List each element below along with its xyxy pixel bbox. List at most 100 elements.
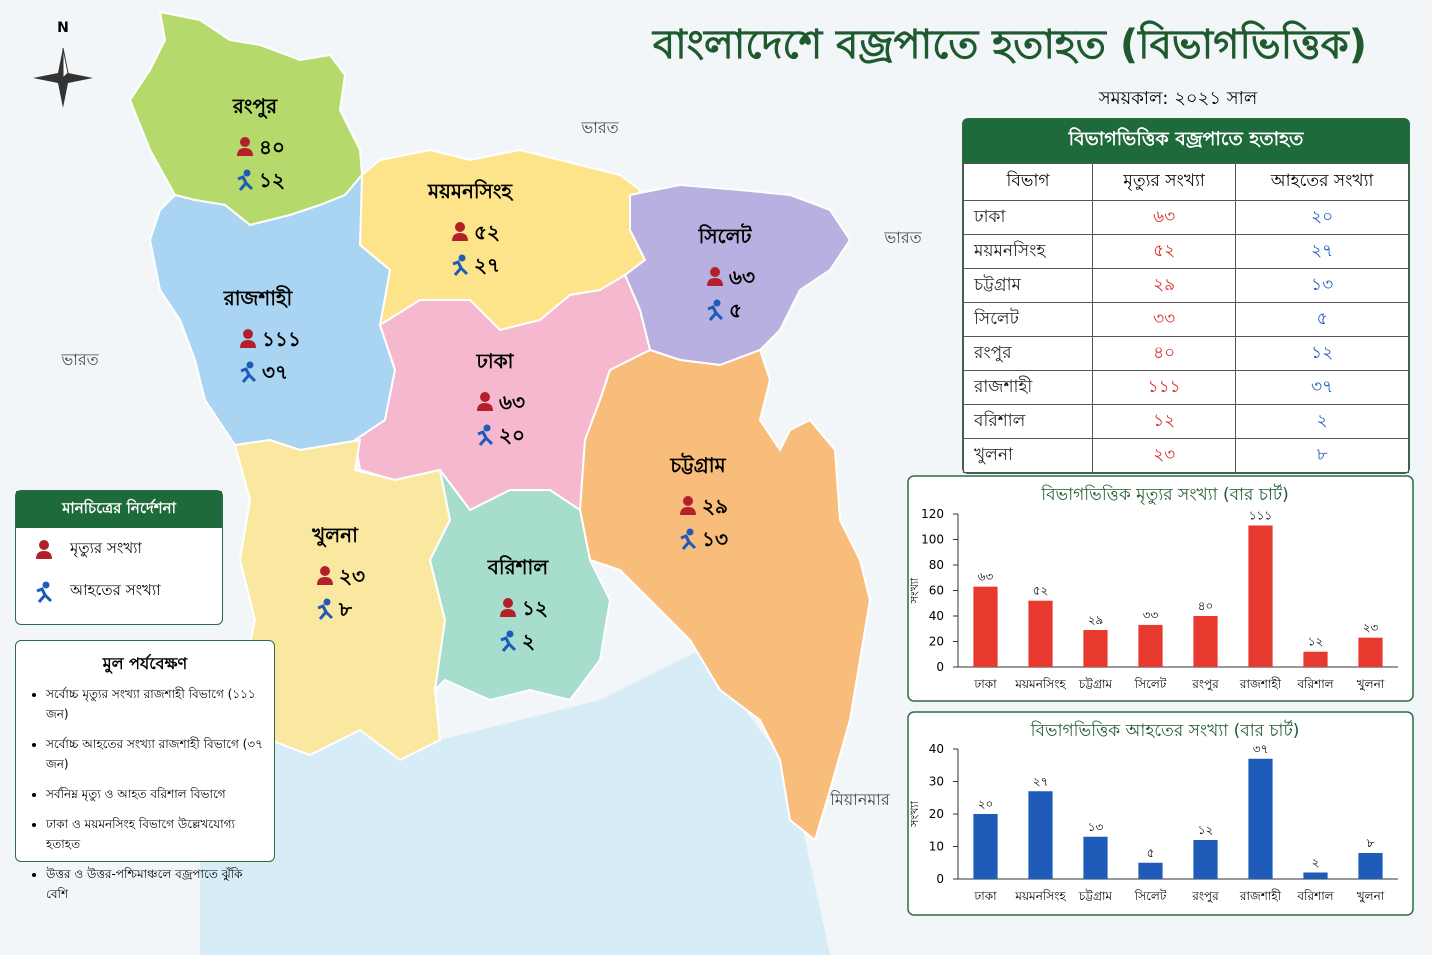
table-cell: ২ [1235,404,1409,439]
map [128,10,872,842]
bar [1083,836,1108,879]
table-cell: ঢাকা [962,200,1094,235]
y-tick-label: 0 [936,660,944,674]
y-tick-label: 10 [929,840,944,854]
table-cell: ৬৩ [1092,200,1237,235]
value-label: ৬৩ [978,570,994,584]
table-cell: ৫২ [1092,234,1237,269]
table-row: চট্টগ্রাম ২৯ ১৩ [962,268,1409,303]
injury-icon [246,361,254,369]
y-tick-label: 40 [929,742,944,756]
death-icon [477,403,493,411]
x-tick-label: ময়মনসিংহ [1014,889,1066,903]
compass [33,47,93,108]
bar [1028,791,1053,879]
injury-icon [40,588,53,603]
table-cell: ৩৭ [1235,370,1409,405]
observation-item: সর্বোচ্চ মৃত্যুর সংখ্যা রাজশাহী বিভাগে (… [46,684,266,724]
region-name: ঢাকা [476,349,515,373]
region-name: রাজশাহী [223,285,294,310]
region-deaths: ২৩ [339,564,365,588]
y-tick-label: 100 [921,533,944,547]
death-icon [710,267,720,277]
region-injuries: ২০ [499,423,525,447]
value-label: ৪০ [1198,599,1214,613]
legend-label: আহতের সংখ্যা [70,580,161,599]
value-label: ১২ [1198,823,1214,837]
table-header: বিভাগ মৃত্যুর সংখ্যা আহতের সংখ্যা [962,163,1409,201]
header-cell: মৃত্যুর সংখ্যা [1092,163,1237,201]
y-tick-label: 30 [929,775,944,789]
table-cell: ১৩ [1235,268,1409,303]
table-cell: সিলেট [962,302,1094,337]
neighbor-label: মিয়ানমার [829,790,891,809]
value-label: ২০ [978,797,994,811]
observation-item: সর্বোচ্চ আহতের সংখ্যা রাজশাহী বিভাগে (৩৭… [46,734,266,774]
table-title: বিভাগভিত্তিক বজ্রপাতে হতাহত [963,119,1409,163]
injury-icon [504,637,517,652]
table-cell: রংপুর [962,336,1094,371]
value-label: ৫২ [1033,584,1049,598]
region-injuries: ৩৭ [262,360,288,384]
region-injuries: ১২ [259,168,285,192]
injury-icon [458,254,466,262]
region-name: খুলনা [311,523,359,548]
value-label: ৮ [1367,836,1375,850]
x-tick-label: খুলনা [1357,677,1385,692]
death-icon [320,566,330,576]
x-tick-label: ঢাকা [973,889,997,903]
region-name: রংপুর [232,94,278,119]
injury-icon [323,598,331,606]
bar [1138,862,1163,879]
region-name: চট্টগ্রাম [669,452,726,477]
legend: মানচিত্রের নির্দেশনা মৃত্যুর সংখ্যা আহতের… [15,490,223,625]
y-tick-label: 0 [936,872,944,886]
x-tick-label: রংপুর [1191,889,1219,904]
region-injuries: ২ [522,629,535,653]
death-icon [243,329,253,339]
x-tick-label: বরিশাল [1296,889,1334,903]
region-injuries: ২৭ [474,253,500,277]
observation-item: ঢাকা ও ময়মনসিংহ বিভাগে উল্লেখযোগ্য হতাহ… [46,814,266,854]
region-deaths: ১১১ [262,327,301,351]
table: বিভাগ মৃত্যুর সংখ্যা আহতের সংখ্যা ঢাকা ৬৩ ২০ ম… [962,163,1409,473]
table-row: ঢাকা ৬৩ ২০ [962,200,1409,235]
bar [1248,525,1273,667]
value-label: ১৩ [1088,820,1104,834]
chart-title: বিভাগভিত্তিক মৃত্যুর সংখ্যা (বার চার্ট) [1040,484,1289,505]
injury-icon [506,630,514,638]
table-row: সিলেট ৩৩ ৫ [962,302,1409,337]
chart-title: বিভাগভিত্তিক আহতের সংখ্যা (বার চার্ট) [1030,720,1300,741]
table-cell: ১২ [1235,336,1409,371]
table-cell: ২৩ [1092,438,1237,473]
x-tick-label: ময়মনসিংহ [1014,677,1066,691]
y-tick-label: 40 [929,609,944,623]
bar [1193,616,1218,667]
header-cell: বিভাগ [962,163,1094,201]
bar [1028,600,1053,667]
neighbor-label: ভারত [60,350,99,369]
y-axis-label: সংখ্যা [908,577,921,604]
death-icon [500,609,516,617]
table-row: রংপুর ৪০ ১২ [962,336,1409,371]
bar [1083,630,1108,667]
x-tick-label: বরিশাল [1296,677,1334,691]
value-label: ৩৭ [1253,742,1269,756]
injury-icon [481,431,494,446]
table-row: খুলনা ২৩ ৮ [962,438,1409,473]
table-cell: ২৯ [1092,268,1237,303]
y-tick-label: 20 [929,635,944,649]
bar [1248,758,1273,879]
bar [1303,651,1328,667]
legend-label: মৃত্যুর সংখ্যা [70,538,142,557]
injury-icon [483,424,491,432]
injury-icon [684,535,697,550]
table-cell: ১২ [1092,404,1237,439]
bar [973,814,998,879]
region-deaths: ১২ [522,596,548,620]
legend-items: মৃত্যুর সংখ্যা আহতের সংখ্যা [16,528,222,612]
region-injuries: ৮ [338,597,353,621]
region-name: বরিশাল [487,555,549,579]
